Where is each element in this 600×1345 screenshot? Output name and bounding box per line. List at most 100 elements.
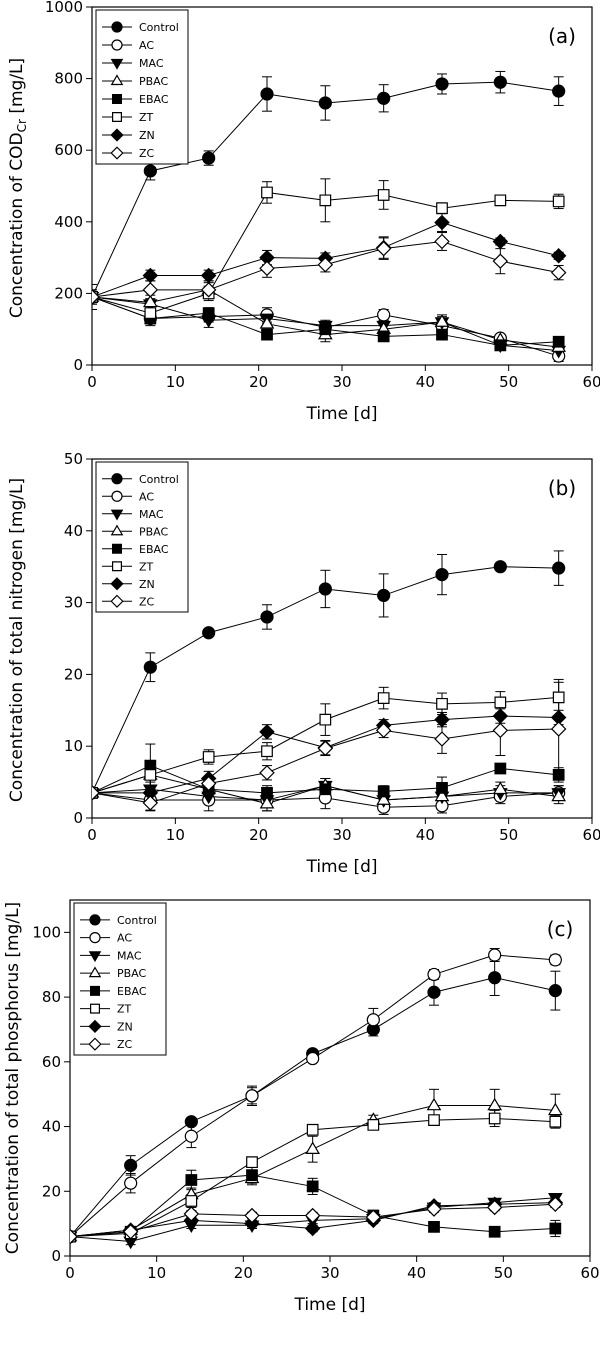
- data-point-control: [143, 164, 157, 178]
- data-point-zt: [428, 1114, 440, 1126]
- data-point-zn: [434, 711, 450, 728]
- data-point-control: [488, 971, 502, 985]
- data-point-pbac: [376, 792, 392, 805]
- x-tick-label: 40: [407, 1264, 426, 1282]
- data-point-ebac: [552, 769, 565, 781]
- data-point-zn: [550, 248, 567, 264]
- data-point-control: [260, 610, 274, 624]
- data-point-ebac: [436, 781, 448, 794]
- data-point-ac: [488, 948, 502, 962]
- data-point-control: [260, 87, 274, 101]
- data-point-zc: [547, 1196, 564, 1212]
- x-tick-label: 50: [494, 1264, 513, 1282]
- x-tick-label: 20: [249, 826, 268, 844]
- y-tick-label: 10: [64, 737, 83, 755]
- legend-box: [95, 9, 189, 165]
- data-point-control: [427, 985, 441, 999]
- legend-label-zt: ZT: [139, 560, 154, 573]
- data-point-zt: [552, 195, 565, 208]
- series-group: [70, 948, 564, 1250]
- data-point-zc: [492, 253, 509, 269]
- legend-box: [73, 902, 167, 1056]
- data-point-pbac: [492, 781, 508, 795]
- legend-label-mac: MAC: [139, 508, 164, 521]
- data-point-pbac: [547, 1102, 563, 1116]
- data-point-control: [202, 151, 216, 165]
- legend-label-zc: ZC: [139, 595, 155, 608]
- legend-label-control: Control: [139, 21, 179, 34]
- panel-label: (a): [548, 24, 576, 48]
- legend-label-ac: AC: [139, 39, 154, 52]
- data-point-control: [202, 626, 216, 640]
- legend-label-zc: ZC: [139, 147, 155, 160]
- data-point-zt: [367, 1119, 380, 1131]
- data-point-zt: [549, 1115, 562, 1128]
- legend-marker-control: [89, 914, 101, 926]
- data-point-pbac: [305, 1141, 321, 1155]
- data-point-ebac: [494, 339, 507, 352]
- data-point-ac: [245, 1089, 259, 1103]
- data-point-zn: [492, 233, 509, 250]
- data-point-control: [377, 588, 391, 603]
- legend-label-pbac: PBAC: [117, 967, 147, 980]
- series-group: [92, 550, 567, 815]
- legend-label-zt: ZT: [117, 1003, 132, 1016]
- data-point-control: [318, 582, 332, 596]
- legend-label-pbac: PBAC: [139, 525, 169, 538]
- data-point-zc: [434, 731, 450, 747]
- y-tick-label: 200: [54, 284, 83, 302]
- data-point-zt: [261, 186, 273, 199]
- data-point-zc: [122, 1223, 139, 1240]
- legend-marker-zc: [110, 594, 124, 608]
- data-point-zc: [375, 240, 392, 257]
- data-point-ebac: [494, 762, 507, 775]
- x-tick-label: 10: [166, 373, 185, 391]
- data-point-zt: [436, 202, 448, 215]
- data-point-pbac: [426, 1097, 442, 1111]
- data-point-zc: [92, 785, 100, 801]
- y-tick-label: 20: [64, 665, 83, 683]
- data-point-zc: [183, 1206, 200, 1222]
- data-point-zt: [261, 745, 273, 758]
- x-tick-label: 40: [416, 373, 435, 391]
- legend-marker-ac: [111, 39, 123, 51]
- data-point-zc: [259, 260, 275, 277]
- data-point-zt: [306, 1123, 319, 1136]
- legend-marker-zt: [111, 111, 123, 123]
- legend-label-ac: AC: [117, 932, 132, 945]
- legend-marker-pbac: [110, 524, 124, 536]
- legend-label-ebac: EBAC: [117, 985, 147, 998]
- data-point-zc: [434, 233, 450, 250]
- data-point-zt: [185, 1195, 198, 1207]
- x-axis-label: Time [d]: [305, 857, 377, 877]
- data-point-ebac: [261, 786, 273, 799]
- legend-marker-ebac: [89, 985, 101, 996]
- data-point-ebac: [552, 335, 565, 348]
- legend-marker-ac: [111, 490, 123, 502]
- data-point-zc: [317, 257, 334, 273]
- data-point-control: [143, 660, 157, 674]
- x-tick-label: 50: [499, 373, 518, 391]
- y-axis-label-main: Concentration of total nitrogen [mg/L]: [7, 478, 27, 802]
- legend-label-ebac: EBAC: [139, 543, 169, 556]
- legend-marker-zn: [110, 128, 124, 142]
- legend-marker-mac: [88, 951, 102, 963]
- data-point-zc: [142, 795, 159, 811]
- data-point-zt: [144, 769, 157, 781]
- data-point-pbac: [434, 788, 450, 802]
- data-point-zc: [365, 1209, 382, 1225]
- data-point-pbac: [434, 314, 450, 327]
- y-tick-label: 800: [54, 70, 83, 88]
- x-tick-label: 60: [582, 373, 600, 391]
- legend-marker-ebac: [111, 93, 123, 105]
- legend-marker-ac: [89, 932, 101, 944]
- y-tick-label: 40: [64, 522, 83, 540]
- legend: Control AC MAC PBAC EBAC ZT ZN ZC: [95, 461, 189, 613]
- data-point-ebac: [246, 1169, 258, 1181]
- y-axis-label-unit: [mg/L]: [7, 58, 27, 119]
- data-point-zt: [319, 713, 332, 726]
- data-point-ebac: [185, 1174, 198, 1186]
- y-tick-label: 40: [42, 1118, 61, 1136]
